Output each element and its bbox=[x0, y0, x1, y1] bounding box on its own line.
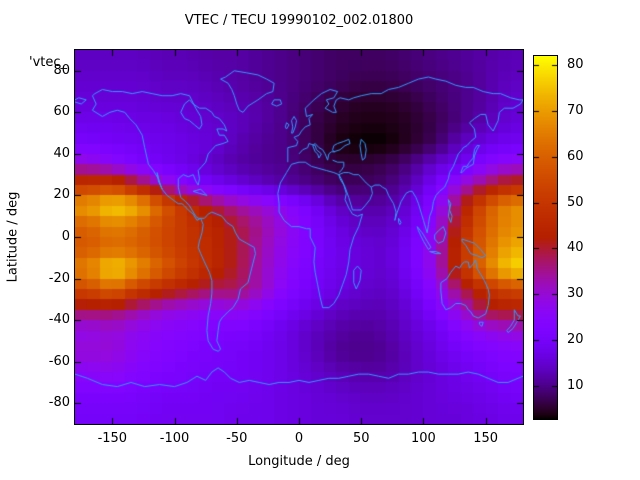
y-tick-label: 20 bbox=[53, 187, 70, 203]
vtec-heatmap-canvas bbox=[75, 50, 523, 424]
x-tick-label: 0 bbox=[294, 431, 304, 446]
x-tick-label: -50 bbox=[226, 431, 248, 446]
y-tick-label: 80 bbox=[53, 62, 70, 78]
colorbar-tick-label: 80 bbox=[567, 56, 584, 72]
y-tick-label: -20 bbox=[48, 270, 70, 286]
y-tick-label: -60 bbox=[48, 353, 70, 369]
colorbar-tick-label: 40 bbox=[567, 240, 584, 256]
colorbar-tick-label: 20 bbox=[567, 332, 584, 348]
x-tick-label: 50 bbox=[352, 431, 370, 446]
plot-title: VTEC / TECU 19990102_002.01800 bbox=[184, 13, 414, 28]
x-tick-label: -100 bbox=[159, 431, 190, 446]
y-tick-label: 0 bbox=[61, 229, 70, 244]
x-tick-label: 100 bbox=[411, 431, 436, 446]
x-axis-label: Longitude / deg bbox=[248, 454, 350, 469]
colorbar-canvas bbox=[534, 56, 557, 419]
colorbar-tick-label: 10 bbox=[567, 378, 584, 394]
y-tick-label: -40 bbox=[48, 312, 70, 328]
colorbar-tick-label: 50 bbox=[567, 194, 584, 210]
y-tick-label: 40 bbox=[53, 145, 70, 161]
overlay-text-label: 'vtec_ bbox=[29, 55, 68, 70]
colorbar-tick-label: 60 bbox=[567, 148, 584, 164]
y-tick-label: 60 bbox=[53, 104, 70, 120]
x-tick-label: -150 bbox=[97, 431, 128, 446]
colorbar-tick-label: 30 bbox=[567, 286, 584, 302]
x-tick-label: 150 bbox=[473, 431, 499, 446]
colorbar-tick-label: 70 bbox=[567, 102, 584, 118]
colorbar bbox=[533, 55, 558, 420]
map-plot-area bbox=[74, 49, 524, 425]
y-tick-label: -80 bbox=[48, 395, 70, 411]
